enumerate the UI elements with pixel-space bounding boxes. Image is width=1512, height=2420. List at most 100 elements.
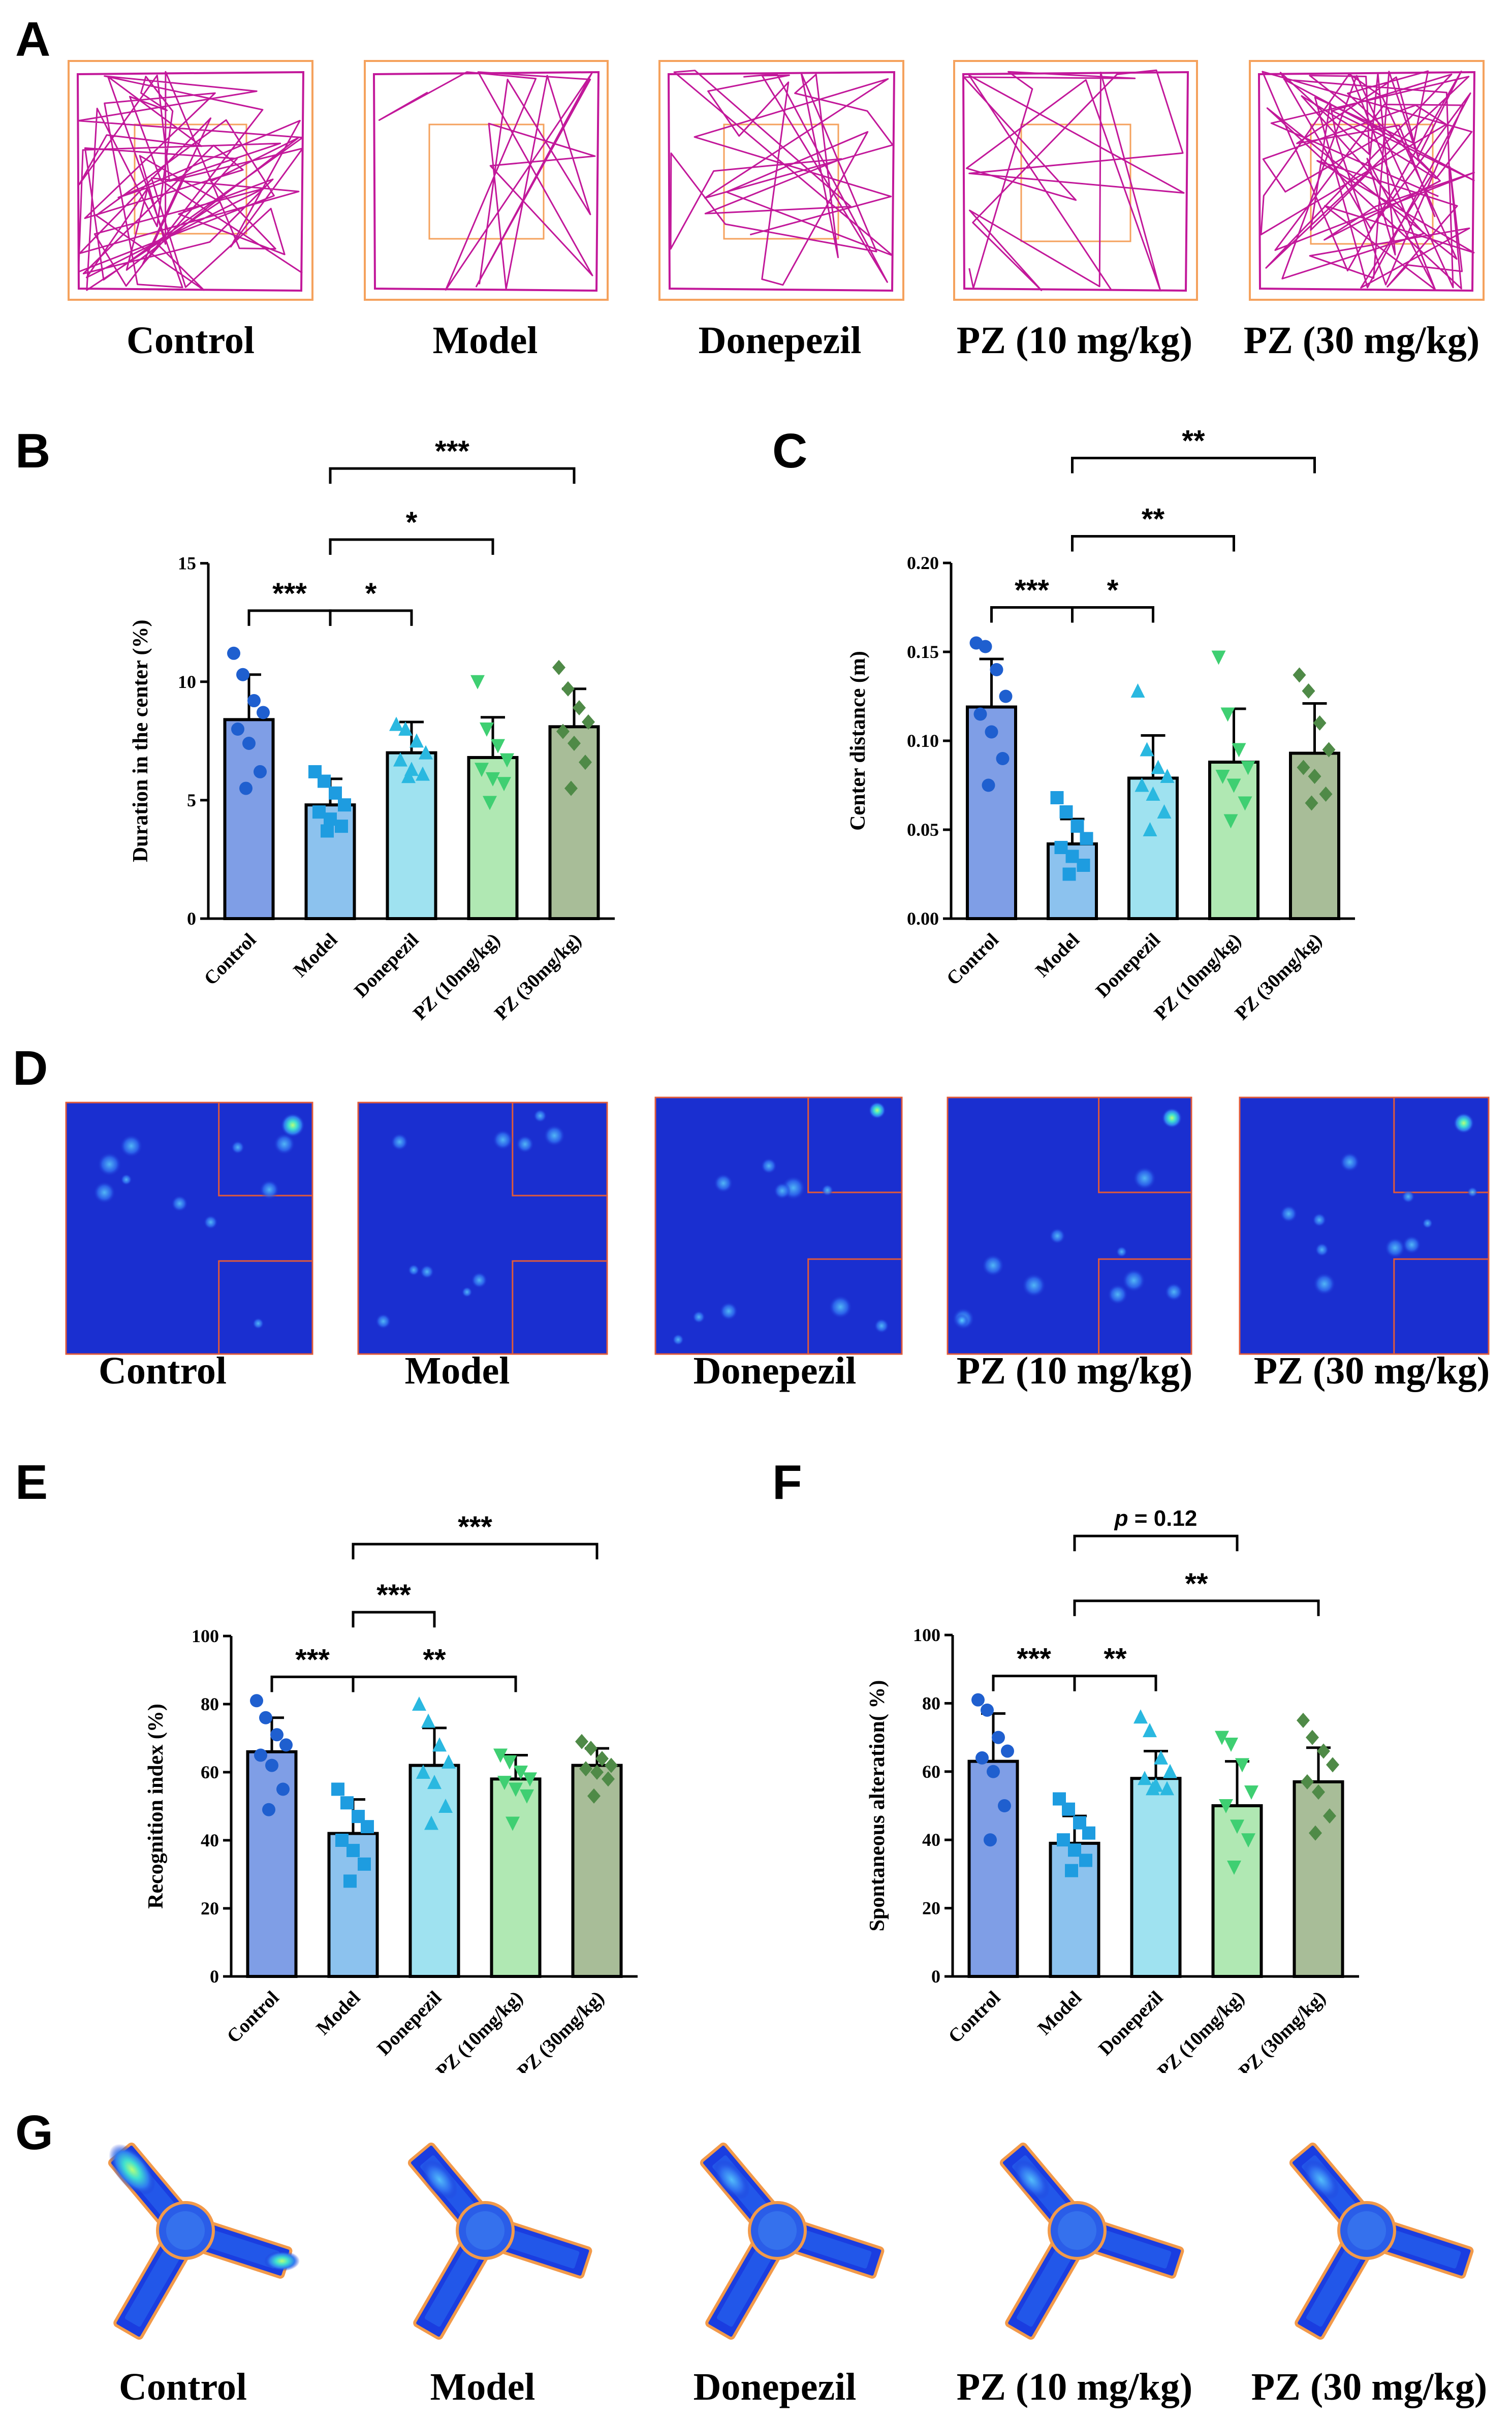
data-point xyxy=(1001,1744,1014,1758)
data-point xyxy=(1215,770,1230,784)
data-point xyxy=(331,1782,344,1796)
track-perimeter xyxy=(1257,71,1476,292)
data-point xyxy=(590,1765,604,1780)
data-point xyxy=(1293,667,1306,683)
data-point xyxy=(236,668,249,681)
data-point xyxy=(270,1728,284,1742)
data-point xyxy=(393,752,407,767)
bar xyxy=(246,1750,298,1978)
heat-spot xyxy=(252,1317,264,1330)
y-tick-label: 0.15 xyxy=(907,642,939,662)
data-point xyxy=(981,1703,994,1717)
panel-g-label-control: Control xyxy=(119,2366,247,2408)
data-point xyxy=(358,1857,371,1871)
significance-label: *** xyxy=(435,435,469,468)
x-tick-label: Control xyxy=(942,929,1003,990)
data-point xyxy=(1322,742,1336,758)
data-point xyxy=(1297,760,1310,775)
heat-spot xyxy=(171,1195,188,1212)
heat-spot xyxy=(773,1182,791,1200)
y-tick-label: 0.10 xyxy=(907,731,939,751)
significance-label: *** xyxy=(295,1643,330,1676)
significance-label: ** xyxy=(1182,425,1205,458)
panel-letter-d: D xyxy=(13,1041,48,1095)
x-tick-label: Control xyxy=(223,1987,284,2048)
data-point xyxy=(1211,650,1226,665)
data-point xyxy=(990,663,1003,676)
x-tick-label: Model xyxy=(290,929,342,982)
x-tick-label: Model xyxy=(1034,1987,1086,2039)
data-point xyxy=(1143,1723,1157,1738)
y-tick-label: 10 xyxy=(178,672,196,692)
y-tick-label: 5 xyxy=(187,790,196,810)
significance-label: *** xyxy=(1015,574,1049,607)
arm-shade xyxy=(1016,2240,1077,2327)
arena-2 xyxy=(658,60,904,301)
heat-spot xyxy=(543,1124,565,1147)
ymaze-hub-shade xyxy=(758,2211,797,2250)
y-tick-label: 0.20 xyxy=(907,553,939,573)
y-axis-title: Spontaneous alteration( %) xyxy=(866,1680,889,1932)
x-tick-label: PZ (30mg/kg) xyxy=(1231,929,1326,1024)
bar xyxy=(966,705,1017,920)
data-point xyxy=(1313,715,1327,731)
significance-bracket xyxy=(1073,1675,1157,1691)
data-point xyxy=(1080,832,1093,845)
data-point xyxy=(1302,683,1315,699)
data-point xyxy=(493,1748,508,1763)
data-point xyxy=(1065,850,1079,863)
data-point xyxy=(1070,820,1084,833)
track-perimeter xyxy=(962,71,1189,292)
data-point xyxy=(442,1754,456,1769)
ymaze-warmspot xyxy=(421,2159,458,2200)
x-tick-label: PZ (10mg/kg) xyxy=(1153,1987,1248,2073)
center-zone xyxy=(428,123,545,240)
significance-bracket xyxy=(1073,1599,1320,1616)
data-point xyxy=(265,1758,278,1772)
data-point xyxy=(1146,1781,1160,1796)
ymaze-1 xyxy=(407,2142,592,2340)
heat-hotspot xyxy=(868,1102,886,1119)
heat-spot xyxy=(1049,1228,1065,1244)
data-point xyxy=(506,1816,520,1831)
heat-spot xyxy=(1280,1205,1298,1223)
data-point xyxy=(1226,778,1241,793)
data-point xyxy=(587,1788,601,1804)
data-point xyxy=(1160,1781,1174,1796)
heat-spot xyxy=(829,1295,853,1319)
data-point xyxy=(1305,795,1318,811)
x-tick-label: PZ (10mg/kg) xyxy=(1150,929,1245,1024)
arm-shade xyxy=(198,2227,280,2269)
arena-4 xyxy=(1249,60,1485,301)
ymaze-hub-shade xyxy=(466,2211,505,2250)
data-point xyxy=(1065,1864,1078,1877)
panel-g-label-donepezil: Donepezil xyxy=(694,2366,857,2408)
bar xyxy=(490,1777,542,1978)
data-point xyxy=(975,1751,989,1765)
zone-line xyxy=(218,1260,312,1354)
data-point xyxy=(398,721,413,736)
heat-spot xyxy=(1313,1272,1336,1296)
heat-spot xyxy=(1402,1235,1421,1254)
data-point xyxy=(1326,1757,1339,1773)
data-point xyxy=(982,778,995,792)
heat-spot xyxy=(1340,1152,1360,1172)
heat-spot xyxy=(874,1318,889,1334)
significance-bracket xyxy=(990,606,1074,623)
data-point xyxy=(410,733,424,748)
heat-spot xyxy=(119,1134,143,1158)
data-point xyxy=(1241,1833,1255,1848)
data-point xyxy=(276,1782,290,1796)
zone-line xyxy=(807,1097,902,1193)
significance-bracket xyxy=(270,1675,355,1692)
data-point xyxy=(561,681,575,697)
heat-spot xyxy=(1312,1213,1327,1227)
x-tick-label: Model xyxy=(312,1987,365,2039)
data-point xyxy=(1238,796,1252,811)
data-point xyxy=(254,765,267,778)
data-point xyxy=(318,774,331,788)
center-zone xyxy=(723,123,839,240)
data-point xyxy=(1317,1743,1330,1759)
x-tick-label: Donepezil xyxy=(1092,929,1164,1002)
significance-label: ** xyxy=(1185,1567,1208,1600)
